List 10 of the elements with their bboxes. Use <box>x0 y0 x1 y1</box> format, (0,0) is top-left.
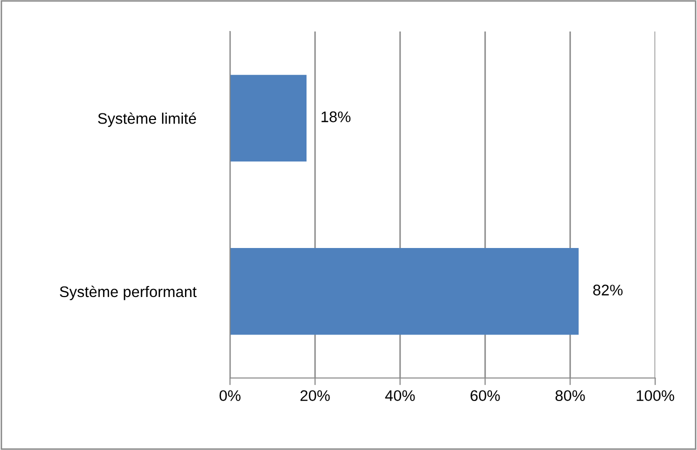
x-tick-label: 100% <box>636 390 674 402</box>
x-tick-label: 0% <box>220 390 241 402</box>
data-label: 18% <box>322 111 350 122</box>
y-tick-label: Système limité <box>98 112 196 127</box>
x-tick-label: 80% <box>556 390 585 402</box>
x-tick-label: 20% <box>300 390 330 402</box>
x-tick-label: 60% <box>470 390 500 402</box>
data-label: 82% <box>593 284 623 296</box>
x-tick-label: 40% <box>385 390 415 402</box>
y-tick-label: Système performant <box>60 286 197 300</box>
